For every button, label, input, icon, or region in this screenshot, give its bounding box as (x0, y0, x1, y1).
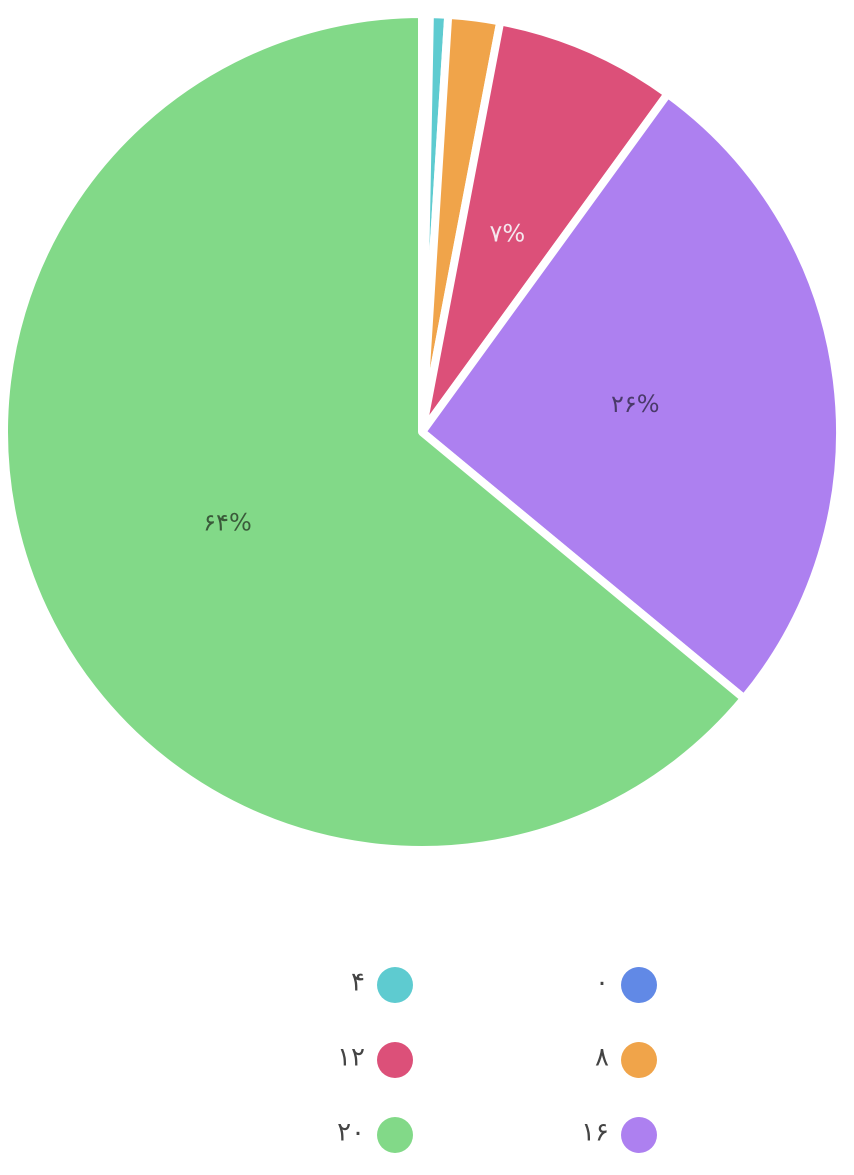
legend-swatch (621, 967, 657, 1003)
legend-label: ۱۶ (581, 1118, 609, 1148)
legend-swatch (377, 1117, 413, 1153)
pie-slice (418, 17, 672, 436)
legend-label: ۴ (351, 968, 365, 998)
legend-swatch (377, 1042, 413, 1078)
pie-slice (418, 89, 844, 703)
legend-label: ۸ (595, 1043, 609, 1073)
legend-label: ۲۰ (337, 1118, 365, 1148)
legend-swatch (377, 967, 413, 1003)
slice-label: ۶۴% (203, 509, 252, 537)
slice-label: ۲۶% (611, 390, 660, 418)
legend-label: ۰ (595, 968, 609, 998)
legend-swatch (621, 1042, 657, 1078)
legend-label: ۱۲ (337, 1043, 365, 1073)
pie-slice (0, 10, 749, 854)
slice-label: ۷% (490, 220, 526, 248)
legend-swatch (621, 1117, 657, 1153)
